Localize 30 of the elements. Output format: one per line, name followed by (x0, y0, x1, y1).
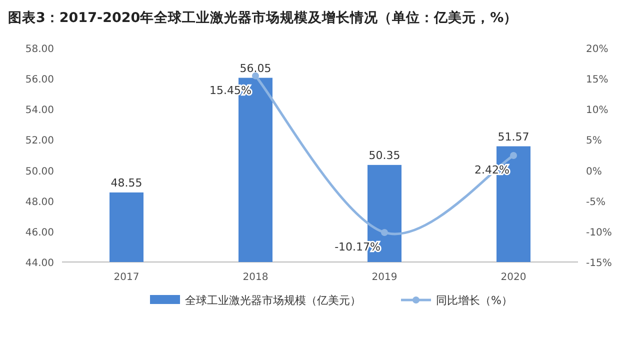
x-tick-label: 2017 (114, 272, 140, 283)
chart-title: 图表3：2017-2020年全球工业激光器市场规模及增长情况（单位：亿美元，%） (8, 9, 518, 26)
point (510, 152, 517, 159)
data-label: 50.35 (368, 148, 400, 162)
x-tick-label: 2020 (500, 272, 526, 283)
y2-tick-label: 10% (586, 105, 608, 116)
legend-label: 全球工业激光器市场规模（亿美元） (185, 294, 361, 307)
y2-tick-label: -10% (586, 227, 612, 238)
data-label: 48.55 (110, 176, 142, 190)
y2-tick-label: 20% (586, 44, 608, 55)
y2-tick-label: 15% (586, 74, 608, 86)
data-label: 56.05 (240, 62, 272, 75)
y-tick-label: 46.00 (25, 227, 54, 238)
y-tick-label: 52.00 (25, 136, 54, 147)
y-tick-label: 58.00 (25, 44, 54, 55)
point (252, 72, 259, 80)
y2-tick-label: 5% (586, 136, 602, 147)
y-tick-label: 56.00 (25, 74, 54, 86)
x-tick-label: 2019 (372, 272, 398, 283)
y2-tick-label: -5% (586, 196, 606, 208)
y2-tick-label: 0% (586, 166, 602, 178)
x-tick-label: 2018 (242, 272, 268, 283)
data-label: 51.57 (498, 130, 530, 144)
legend-label: 同比增长（%） (436, 294, 512, 307)
point (381, 228, 388, 236)
y-tick-label: 54.00 (25, 105, 54, 116)
y2-tick-label: -15% (586, 258, 612, 269)
y-tick-label: 44.00 (25, 258, 54, 269)
y-tick-label: 48.00 (25, 196, 54, 208)
y-tick-label: 50.00 (25, 166, 54, 178)
